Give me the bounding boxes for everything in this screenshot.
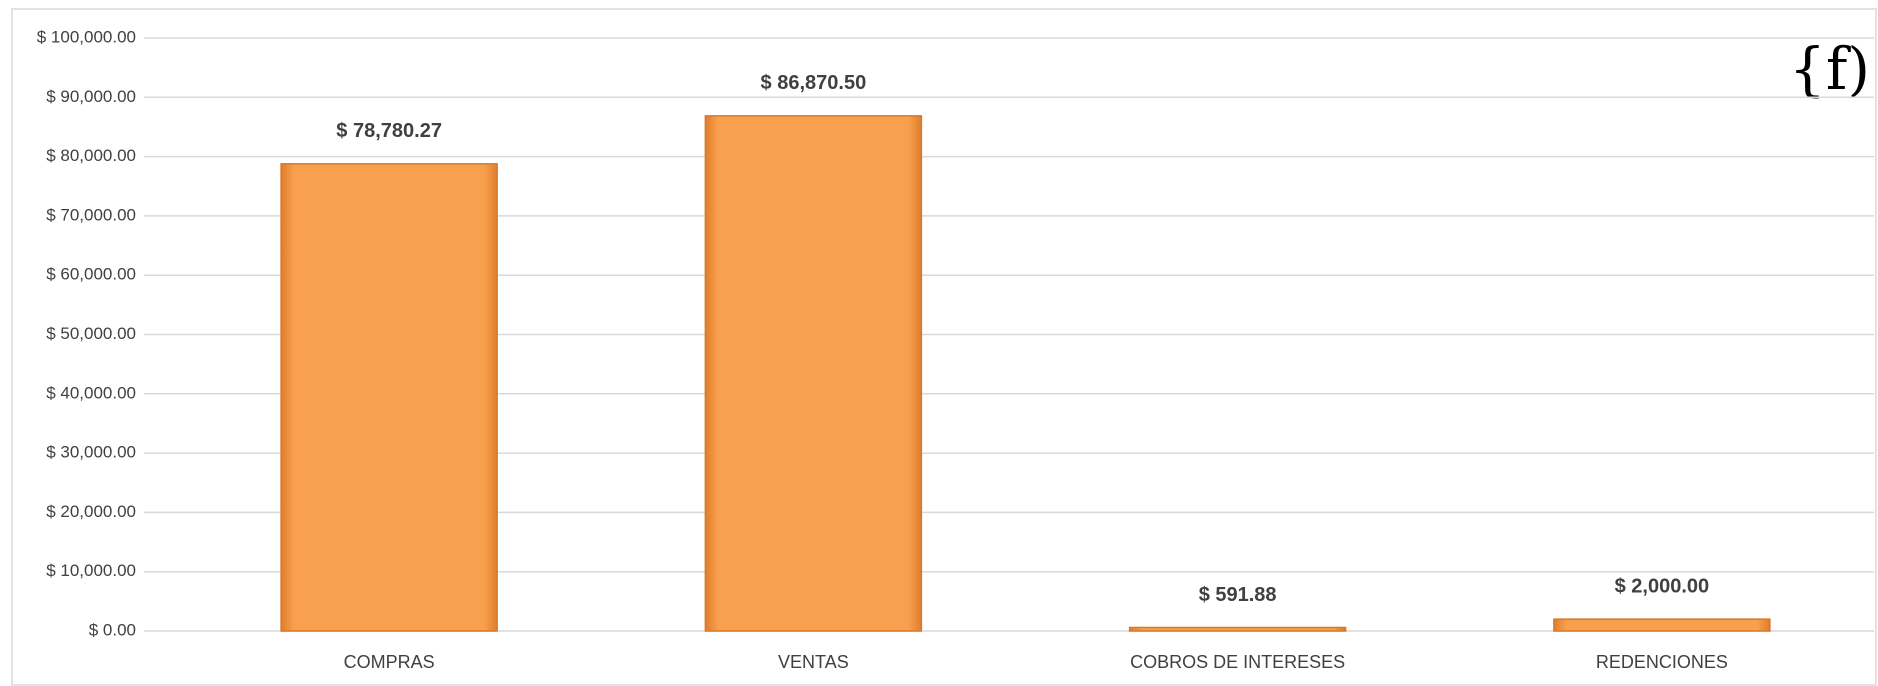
y-tick-label: $ 100,000.00 bbox=[37, 27, 136, 46]
annotation: {f) bbox=[1789, 35, 1870, 103]
x-tick-label: REDENCIONES bbox=[1596, 652, 1728, 672]
y-tick-label: $ 80,000.00 bbox=[46, 146, 136, 165]
bar bbox=[1128, 626, 1347, 632]
x-tick-label: VENTAS bbox=[778, 652, 849, 672]
value-label: $ 78,780.27 bbox=[336, 120, 442, 142]
value-label: $ 591.88 bbox=[1199, 584, 1277, 606]
y-tick-label: $ 0.00 bbox=[89, 620, 136, 639]
value-label: $ 2,000.00 bbox=[1615, 575, 1710, 597]
value-label: $ 86,870.50 bbox=[761, 72, 867, 94]
y-tick-label: $ 40,000.00 bbox=[46, 383, 136, 402]
y-tick-label: $ 70,000.00 bbox=[46, 205, 136, 224]
bar bbox=[1553, 618, 1771, 632]
x-tick-label: COMPRAS bbox=[344, 652, 435, 672]
bar bbox=[280, 163, 498, 632]
x-tick-label: COBROS DE INTERESES bbox=[1130, 652, 1345, 672]
y-tick-label: $ 90,000.00 bbox=[46, 87, 136, 106]
y-tick-label: $ 30,000.00 bbox=[46, 443, 136, 462]
bar bbox=[704, 115, 923, 632]
y-tick-label: $ 10,000.00 bbox=[46, 561, 136, 580]
y-tick-label: $ 50,000.00 bbox=[46, 324, 136, 343]
y-tick-label: $ 60,000.00 bbox=[46, 265, 136, 284]
y-tick-label: $ 20,000.00 bbox=[46, 502, 136, 521]
